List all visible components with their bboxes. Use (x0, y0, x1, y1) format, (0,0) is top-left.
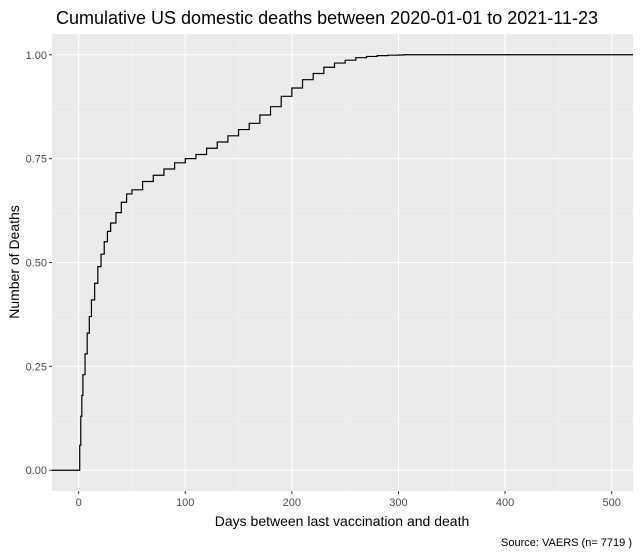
cumulative-deaths-line (52, 54, 633, 471)
x-tick-label: 300 (389, 497, 407, 509)
y-axis-title: Number of Deaths (6, 205, 22, 319)
x-tick-label: 500 (602, 497, 620, 509)
x-tick-label: 0 (76, 497, 82, 509)
chart-title: Cumulative US domestic deaths between 20… (56, 8, 598, 28)
y-tick-label: 1.00 (26, 50, 47, 62)
y-tick-label: 0.75 (26, 154, 47, 166)
x-axis: 0 100 200 300 400 500 (76, 491, 621, 509)
x-tick-label: 100 (176, 497, 194, 509)
x-tick-label: 400 (496, 497, 514, 509)
y-tick-label: 0.00 (26, 465, 47, 477)
series-layer (52, 54, 633, 471)
y-axis: 0.00 0.25 0.50 0.75 1.00 (26, 50, 52, 477)
x-axis-title: Days between last vaccination and death (215, 513, 470, 529)
source-caption: Source: VAERS (n= 7719 ) (501, 537, 632, 549)
y-tick-label: 0.25 (26, 361, 47, 373)
y-tick-label: 0.50 (26, 258, 47, 270)
x-tick-label: 200 (283, 497, 301, 509)
